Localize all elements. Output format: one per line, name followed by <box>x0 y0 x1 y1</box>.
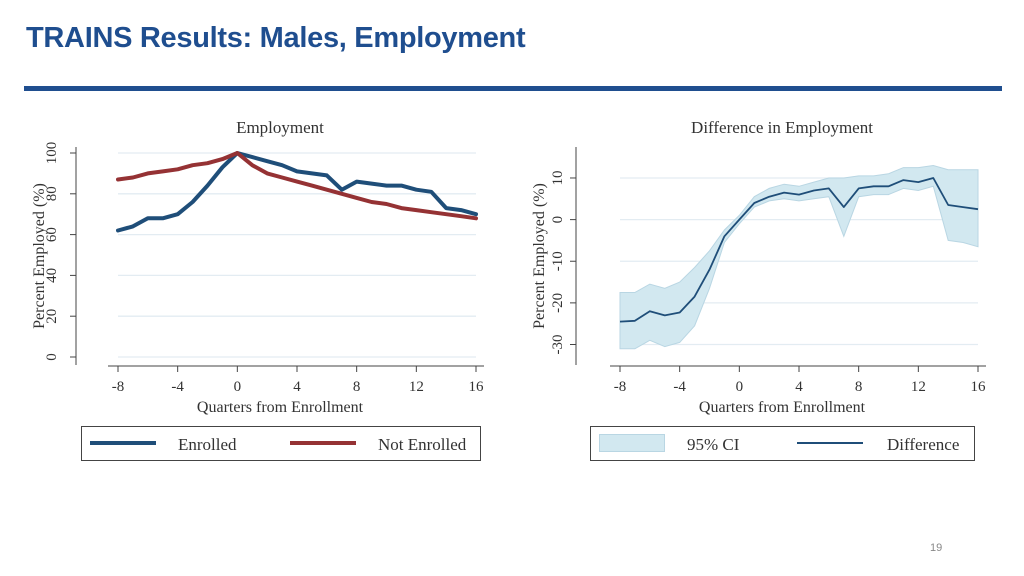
y-tick-label: 60 <box>44 227 60 242</box>
y-axis-label: Percent Employed (%) <box>31 183 48 329</box>
y-tick-label: -30 <box>550 335 566 355</box>
y-tick-label: 20 <box>44 309 60 324</box>
legend-swatch-enrolled <box>90 441 156 445</box>
employment-chart: Employment Quarters from Enrollment Perc… <box>14 110 484 470</box>
y-tick-label: 80 <box>44 186 60 201</box>
series-line-enrolled <box>116 151 478 233</box>
x-tick-label: 8 <box>353 379 361 395</box>
difference-legend: 95% CI Difference <box>590 426 975 461</box>
x-tick-label: 12 <box>911 379 926 395</box>
y-tick-label: 0 <box>44 353 60 361</box>
x-tick-label: 16 <box>469 379 485 395</box>
legend-label-enrolled: Enrolled <box>178 435 237 454</box>
series-line-not-enrolled <box>116 151 478 221</box>
legend-label-not-enrolled: Not Enrolled <box>378 435 467 454</box>
y-tick-label: 10 <box>550 170 566 185</box>
x-tick-label: -8 <box>112 379 125 395</box>
employment-legend: Enrolled Not Enrolled <box>81 426 481 461</box>
difference-chart: Difference in Employment Quarters from E… <box>516 110 986 470</box>
legend-label-difference: Difference <box>887 435 960 454</box>
x-tick-label: -4 <box>171 379 184 395</box>
y-tick-label: -10 <box>550 251 566 271</box>
chart-title: Difference in Employment <box>691 118 873 137</box>
x-tick-label: 12 <box>409 379 424 395</box>
x-tick-label: 16 <box>971 379 987 395</box>
slide-title: TRAINS Results: Males, Employment <box>26 22 526 54</box>
y-tick-label: 40 <box>44 268 60 283</box>
legend-swatch-ci <box>599 434 665 452</box>
x-tick-label: -8 <box>614 379 627 395</box>
y-tick-label: 100 <box>44 142 60 165</box>
x-tick-label: 8 <box>855 379 863 395</box>
difference-chart-svg: Difference in Employment Quarters from E… <box>531 118 987 416</box>
x-tick-label: 0 <box>736 379 744 395</box>
x-axis-label: Quarters from Enrollment <box>699 399 866 416</box>
x-tick-label: 0 <box>234 379 242 395</box>
legend-swatch-difference <box>797 442 863 444</box>
series-line-difference <box>619 177 979 323</box>
y-tick-label: 0 <box>550 216 566 224</box>
x-axis-label: Quarters from Enrollment <box>197 399 364 416</box>
x-tick-label: 4 <box>293 379 301 395</box>
legend-label-ci: 95% CI <box>687 435 740 454</box>
title-divider <box>24 86 1002 91</box>
y-tick-label: -20 <box>550 293 566 313</box>
legend-swatch-not-enrolled <box>290 441 356 445</box>
x-tick-label: 4 <box>795 379 803 395</box>
employment-chart-svg: Employment Quarters from Enrollment Perc… <box>31 118 485 416</box>
y-axis-label: Percent Employed (%) <box>531 183 548 329</box>
chart-title: Employment <box>236 118 324 137</box>
page-number: 19 <box>930 542 943 554</box>
ci-band <box>619 164 979 350</box>
x-tick-label: -4 <box>673 379 686 395</box>
